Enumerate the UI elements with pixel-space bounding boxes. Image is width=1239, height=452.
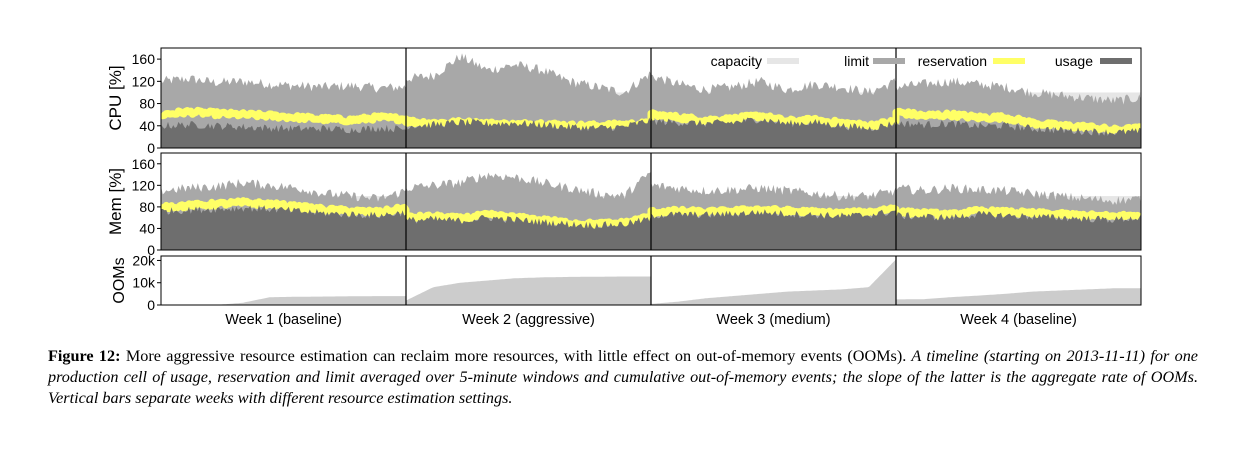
figure-caption: Figure 12: More aggressive resource esti… [48,346,1198,409]
y-tick-label: 80 [139,96,155,112]
legend-label-usage: usage [1055,53,1093,69]
y-axis-label-cpu: CPU [%] [106,65,125,130]
y-tick-label: 10k [132,275,156,291]
legend-swatch-capacity [767,58,799,64]
panel-cpu: 0 40 80 120 160 CPU [%] [106,47,1142,156]
legend-swatch-limit [873,58,905,64]
y-tick-label: 160 [132,51,156,67]
y-tick-label: 80 [139,199,155,215]
y-tick-label: 0 [147,297,155,313]
x-category-label-week-1: Week 1 (baseline) [225,312,342,328]
x-category-label-week-3: Week 3 (medium) [716,312,830,328]
legend-label-reservation: reservation [918,53,987,69]
y-tick-label: 0 [147,242,155,258]
y-tick-label: 40 [139,220,155,236]
x-category-label-week-2: Week 2 (aggressive) [462,312,595,328]
y-axis-label-ooms: OOMs [111,257,128,303]
y-tick-label: 40 [139,118,155,134]
y-tick-label: 120 [132,73,156,89]
x-category-label-week-4: Week 4 (baseline) [960,312,1077,328]
panel-mem: 0 40 80 120 160 Mem [%] [106,152,1142,258]
legend-swatch-usage [1100,58,1132,64]
legend: capacity limit reservation usage [711,53,1132,69]
legend-label-limit: limit [844,53,869,69]
legend-label-capacity: capacity [711,53,762,69]
y-tick-label: 120 [132,177,156,193]
legend-swatch-reservation [993,58,1025,64]
timeline-figure: 0 40 80 120 160 CPU [%] 0 40 80 120 160 Mem [%] 0 10k… [106,47,1142,328]
caption-details: A timeline (starting on 2013-11-11) for … [48,347,1198,407]
caption-label: Figure 12: [48,347,121,365]
y-tick-label: 160 [132,156,156,172]
x-axis-week-labels: Week 1 (baseline) Week 2 (aggressive) Week… [225,312,1077,328]
y-tick-label: 0 [147,140,155,156]
y-axis-label-mem: Mem [%] [106,168,125,235]
caption-summary: More aggressive resource estimation can … [120,347,907,365]
y-tick-label: 20k [132,252,156,268]
